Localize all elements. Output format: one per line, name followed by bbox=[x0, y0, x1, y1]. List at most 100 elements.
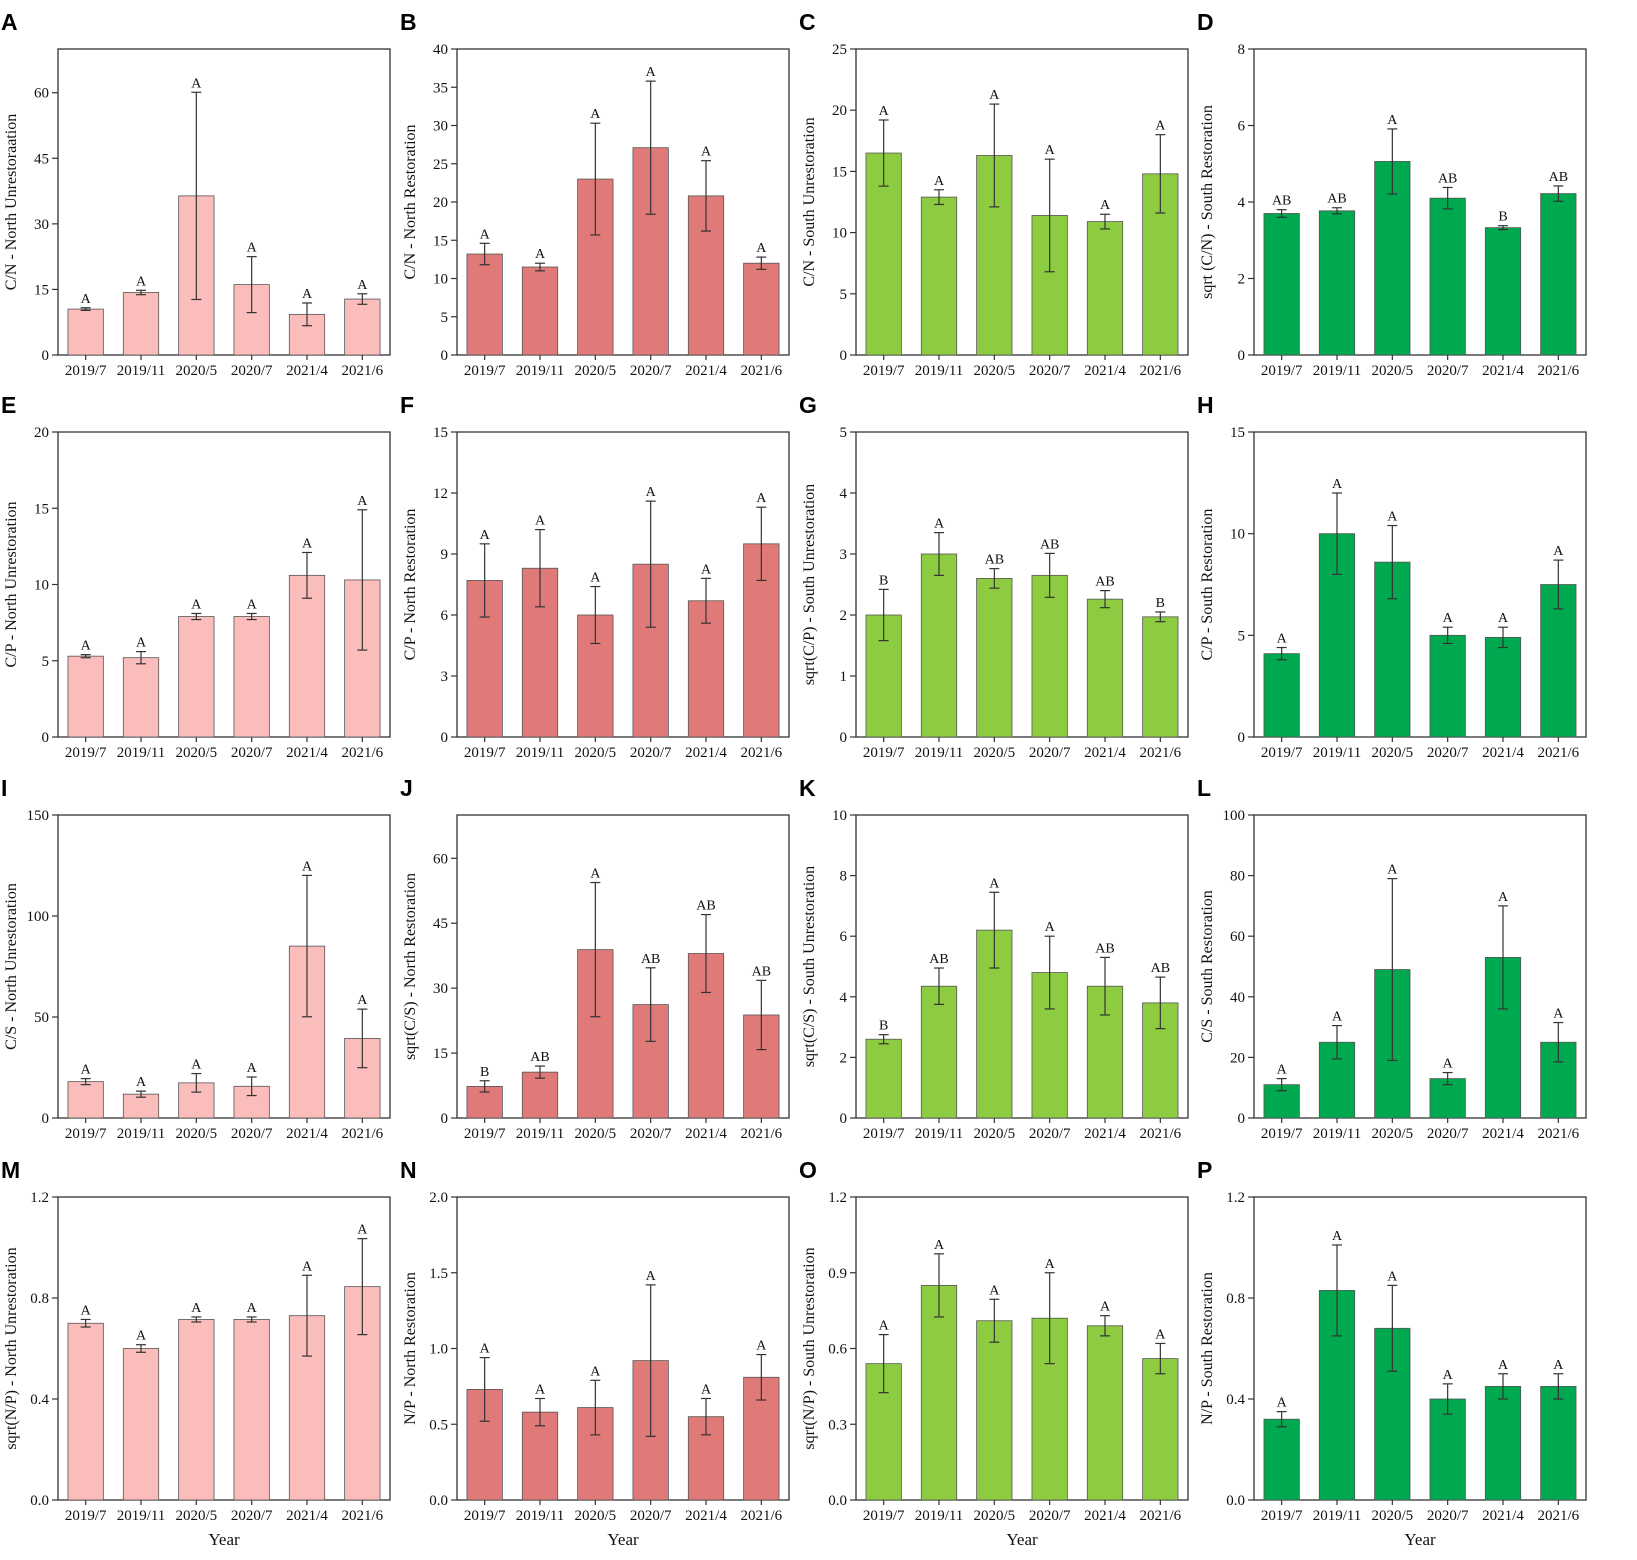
significance-letter: A bbox=[81, 1063, 92, 1078]
x-tick-label: 2020/5 bbox=[175, 363, 217, 379]
y-tick-label: 5 bbox=[441, 310, 449, 326]
significance-letter: A bbox=[1498, 890, 1509, 905]
x-tick-label: 2020/5 bbox=[574, 1126, 616, 1142]
x-tick-label: 2020/5 bbox=[1371, 1126, 1413, 1142]
significance-letter: A bbox=[1443, 611, 1454, 626]
bar bbox=[466, 253, 503, 356]
y-tick-label: 40 bbox=[1230, 990, 1245, 1006]
significance-letter: A bbox=[1277, 1396, 1288, 1411]
significance-letter: A bbox=[1553, 544, 1564, 559]
bar bbox=[920, 196, 958, 356]
x-tick-label: 2019/7 bbox=[65, 745, 107, 761]
significance-letter: A bbox=[136, 1329, 147, 1344]
significance-letter: A bbox=[590, 107, 601, 122]
bar bbox=[1540, 1385, 1577, 1501]
y-tick-label: 1.5 bbox=[429, 1266, 448, 1282]
y-tick-label: 0.6 bbox=[828, 1342, 847, 1358]
y-tick-label: 0 bbox=[441, 1111, 449, 1127]
x-tick-label: 2021/4 bbox=[286, 1126, 328, 1142]
y-tick-label: 15 bbox=[433, 425, 448, 441]
y-tick-label: 0.8 bbox=[30, 1291, 49, 1307]
significance-letter: A bbox=[1100, 198, 1111, 213]
significance-letter: A bbox=[535, 1382, 546, 1397]
plot-frame bbox=[1253, 48, 1587, 356]
x-tick-label: 2021/4 bbox=[1084, 745, 1126, 761]
x-tick-label: 2021/6 bbox=[341, 1126, 383, 1142]
bar bbox=[1484, 1385, 1522, 1501]
significance-letter: A bbox=[646, 1269, 657, 1284]
significance-letter: AB bbox=[929, 952, 948, 967]
y-tick-label: 0.5 bbox=[429, 1417, 448, 1433]
y-tick-label: 0.4 bbox=[1226, 1392, 1245, 1408]
y-tick-label: 10 bbox=[34, 578, 49, 594]
bar bbox=[1484, 227, 1522, 356]
x-tick-label: 2019/11 bbox=[117, 745, 166, 761]
significance-letter: A bbox=[1332, 477, 1343, 492]
significance-letter: B bbox=[879, 1019, 888, 1034]
x-tick-label: 2019/11 bbox=[915, 363, 964, 379]
bar bbox=[67, 655, 104, 738]
significance-letter: A bbox=[1387, 510, 1398, 525]
y-tick-label: 15 bbox=[433, 1046, 448, 1062]
significance-letter: A bbox=[1332, 1010, 1343, 1025]
x-tick-label: 2019/7 bbox=[464, 745, 506, 761]
y-tick-label: 35 bbox=[433, 80, 448, 96]
y-tick-label: 45 bbox=[34, 151, 49, 167]
y-tick-label: 0 bbox=[441, 730, 449, 746]
significance-letter: AB bbox=[985, 553, 1004, 568]
x-tick-label: 2020/7 bbox=[630, 363, 672, 379]
bar bbox=[1429, 197, 1466, 356]
y-tick-label: 1.2 bbox=[828, 1190, 847, 1206]
significance-letter: AB bbox=[696, 899, 715, 914]
plot-frame bbox=[1253, 431, 1587, 738]
significance-letter: A bbox=[535, 514, 546, 529]
significance-letter: A bbox=[590, 867, 601, 882]
significance-letter: A bbox=[247, 1061, 258, 1076]
x-tick-label: 2021/4 bbox=[1482, 1508, 1524, 1524]
bar bbox=[1540, 584, 1577, 738]
y-tick-label: 1.2 bbox=[30, 1190, 49, 1206]
x-tick-label: 2021/4 bbox=[286, 745, 328, 761]
significance-letter: A bbox=[480, 227, 491, 242]
x-axis-label: Year bbox=[208, 1530, 240, 1549]
chart-panel-k: K 0 2 4 6 8 10 sqrt(C/S) - South Unrestoration B… bbox=[799, 775, 1189, 1142]
y-tick-label: 20 bbox=[832, 103, 847, 119]
x-tick-label: 2020/7 bbox=[1029, 363, 1071, 379]
significance-letter: A bbox=[646, 485, 657, 500]
y-tick-label: 1.0 bbox=[429, 1342, 448, 1358]
bar bbox=[521, 1071, 559, 1119]
plot-frame bbox=[57, 431, 391, 738]
x-tick-label: 2020/5 bbox=[1371, 363, 1413, 379]
x-tick-label: 2020/7 bbox=[1427, 1126, 1469, 1142]
significance-letter: AB bbox=[1272, 194, 1291, 209]
y-axis-label: N/P - North Restoration bbox=[402, 1272, 419, 1425]
y-tick-label: 0 bbox=[840, 348, 848, 364]
plot-frame bbox=[456, 1196, 790, 1501]
plot-frame bbox=[456, 814, 790, 1119]
x-tick-label: 2020/7 bbox=[1427, 1508, 1469, 1524]
significance-letter: A bbox=[480, 1342, 491, 1357]
y-tick-label: 8 bbox=[840, 869, 848, 885]
significance-letter: A bbox=[81, 639, 92, 654]
x-tick-label: 2021/4 bbox=[286, 1508, 328, 1524]
bar bbox=[122, 657, 160, 738]
chart-panel-o: O 0.0 0.3 0.6 0.9 1.2 sqrt(N/P) - South Unrest… bbox=[799, 1157, 1189, 1549]
y-axis-label: sqrt(C/P) - South Unrestoration bbox=[801, 484, 818, 685]
y-tick-label: 0.8 bbox=[1226, 1291, 1245, 1307]
significance-letter: A bbox=[191, 1301, 202, 1316]
panel-letter-m: M bbox=[1, 1157, 20, 1183]
x-tick-label: 2020/5 bbox=[574, 363, 616, 379]
chart-panel-l: L 0 20 40 60 80 100 C/S - South Restoration A 201… bbox=[1197, 775, 1587, 1142]
significance-letter: A bbox=[879, 1319, 890, 1334]
x-tick-label: 2020/5 bbox=[175, 1126, 217, 1142]
y-tick-label: 5 bbox=[1238, 628, 1246, 644]
y-tick-label: 1 bbox=[840, 669, 848, 685]
significance-letter: AB bbox=[530, 1050, 549, 1065]
bar bbox=[122, 1348, 160, 1501]
y-tick-label: 0.0 bbox=[828, 1493, 847, 1509]
chart-panel-c: C 0 5 10 15 20 25 C/N - South Unrestoration A 201… bbox=[799, 9, 1189, 379]
x-tick-label: 2019/7 bbox=[1261, 745, 1303, 761]
x-tick-label: 2019/7 bbox=[863, 1126, 905, 1142]
panel-letter-f: F bbox=[400, 392, 414, 418]
y-tick-label: 15 bbox=[832, 164, 847, 180]
